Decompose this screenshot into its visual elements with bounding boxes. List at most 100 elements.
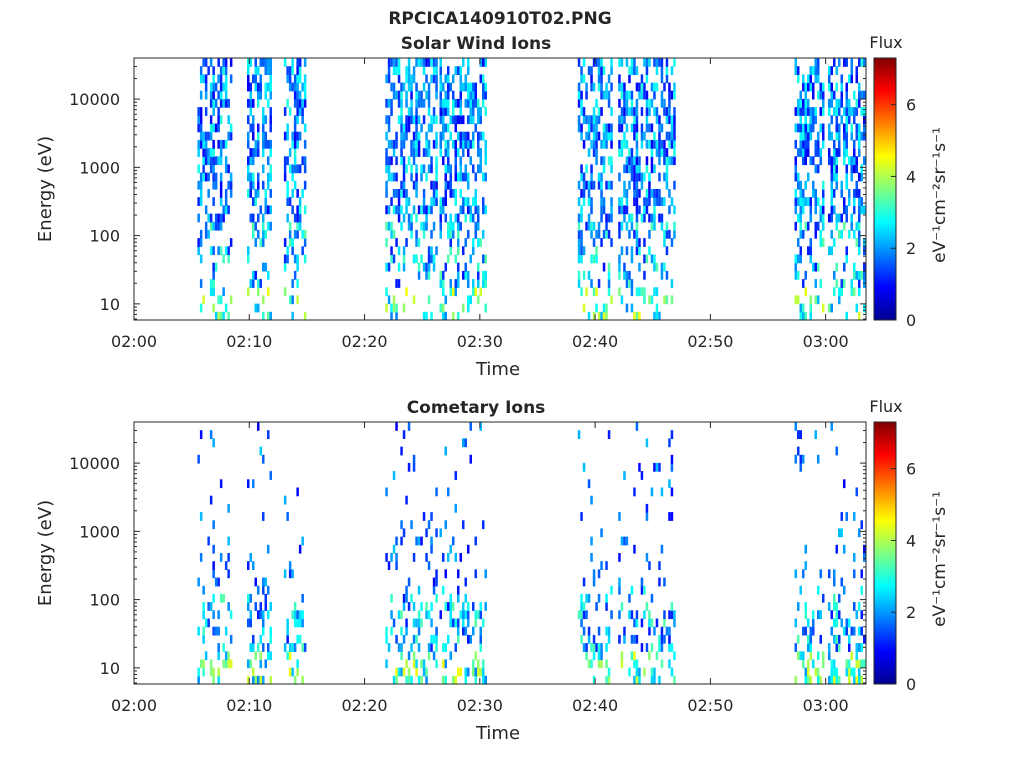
spectrogram-cell [630,98,634,108]
spectrogram-cell [469,422,472,431]
spectrogram-cell [472,238,475,247]
spectrogram-cell [597,311,601,321]
spectrogram-cell [610,131,613,141]
spectrogram-cell [293,156,297,166]
spectrogram-cell [638,205,641,215]
spectrogram-cell [597,107,601,116]
spectrogram-cell [442,131,445,141]
spectrogram-cell [449,544,452,554]
spectrogram-cell [207,189,210,198]
spectrogram-cell [227,569,230,579]
spectrogram-cell [430,74,433,84]
spectrogram-cell [269,107,272,116]
spectrogram-cell [400,446,403,456]
spectrogram-cell [293,139,297,149]
spectrogram-cell [392,205,396,215]
spectrogram-cell [412,602,416,611]
spectrogram-cell [819,123,822,133]
spectrogram-cell [840,74,843,84]
spectrogram-cell [420,602,423,611]
spectrogram-cell [407,213,411,223]
spectrogram-cell [673,221,676,231]
spectrogram-cell [452,311,455,321]
spectrogram-cell [855,131,858,141]
spectrogram-cell [484,172,487,182]
spectrogram-cell [830,66,833,75]
spectrogram-cell [224,58,228,67]
spectrogram-cell [597,279,601,288]
spectrogram-cell [257,172,260,182]
spectrogram-cell [432,180,436,190]
spectrogram-cell [259,651,262,661]
spectrogram-cell [625,270,629,280]
spectrogram-cell [855,189,858,198]
spectrogram-cell [484,675,487,685]
spectrogram-cell [605,229,608,239]
spectrogram-cell [400,610,403,620]
spectrogram-cell [262,610,265,620]
spectrogram-cell [249,618,252,628]
spectrogram-cell [845,205,848,215]
spectrogram-cell [595,123,598,133]
spectrogram-cell [204,156,208,166]
spectrogram-cell [838,610,841,620]
spectrogram-cell [625,221,629,231]
spectrogram-cell [422,115,426,125]
spectrogram-cell [405,98,408,108]
spectrogram-cell [663,107,666,116]
spectrogram-cell [828,66,831,75]
spectrogram-cell [802,156,805,166]
spectrogram-cell [269,172,272,182]
spectrogram-cell [799,205,802,215]
spectrogram-cell [817,454,820,464]
spectrogram-cell [817,58,820,67]
spectrogram-cell [477,270,480,280]
spectrogram-cell [635,82,639,92]
spectrogram-cell [819,229,822,239]
spectrogram-cell [650,667,654,677]
spectrogram-cell [590,123,593,133]
spectrogram-cell [199,430,203,439]
spectrogram-cell [252,561,255,570]
spectrogram-cell [267,311,270,321]
spectrogram-cell [850,651,853,661]
spectrogram-cell [267,651,270,661]
spectrogram-cell [653,82,656,92]
spectrogram-cell [457,279,460,288]
spectrogram-cell [257,213,260,223]
spectrogram-cell [385,303,388,313]
spectrogram-cell [633,189,636,198]
spectrogram-cell [264,139,267,149]
spectrogram-cell [212,303,215,313]
spectrogram-cell [293,270,297,280]
spectrogram-cell [459,115,462,125]
spectrogram-cell [840,279,843,288]
spectrogram-cell [587,115,591,125]
spectrogram-cell [855,675,858,685]
spectrogram-cell [269,82,272,92]
spectrogram-cell [457,229,460,239]
spectrogram-cell [618,577,621,587]
spectrogram-cell [845,172,848,182]
spectrogram-cell [833,287,836,297]
spectrogram-cell [835,262,838,272]
spectrogram-cell [405,115,408,125]
spectrogram-cell [202,626,205,636]
spectrogram-cell [600,561,603,570]
spectrogram-cell [296,634,299,644]
spectrogram-cell [625,536,629,546]
spectrogram-cell [254,148,257,157]
spectrogram-cell [464,270,467,280]
spectrogram-cell [254,238,257,247]
spectrogram-cell [670,512,674,521]
spectrogram-cell [817,197,820,206]
spectrogram-cell [390,58,393,67]
spectrogram-cell [462,197,465,206]
spectrogram-cell [585,164,588,174]
spectrogram-cell [400,189,403,198]
spectrogram-cell [407,156,411,166]
spectrogram-cell [635,66,639,75]
spectrogram-cell [454,115,457,125]
spectrogram-cell [638,238,641,247]
spectrogram-cell [799,90,802,100]
